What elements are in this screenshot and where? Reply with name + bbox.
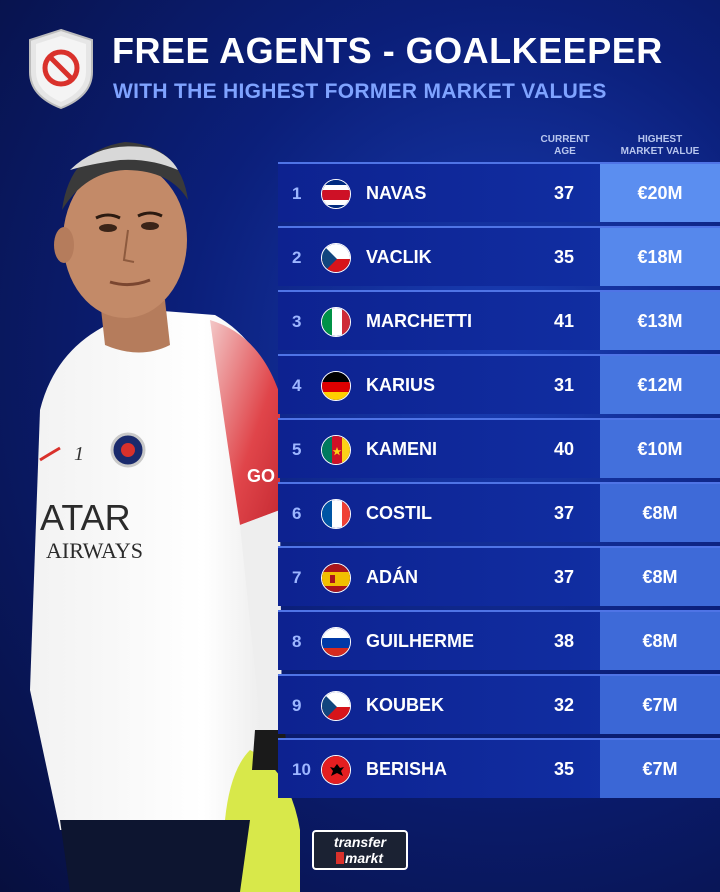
- table-row: 5 KAMENI 40 €10M: [278, 418, 720, 478]
- rank-number: 10: [292, 760, 311, 779]
- player-age: 40: [553, 439, 575, 459]
- current-age-header-line2: AGE: [554, 146, 576, 157]
- player-name: VACLIK: [366, 247, 432, 267]
- current-age-header-line1: CURRENT: [540, 134, 590, 145]
- table-row: 10 BERISHA 35 €7M: [278, 738, 720, 798]
- player-name: KAMENI: [366, 439, 437, 459]
- player-age: 31: [553, 375, 575, 395]
- market-value: €8M: [600, 548, 720, 606]
- market-value: €20M: [600, 164, 720, 222]
- table-row: 8 GUILHERME 38 €8M: [278, 610, 720, 670]
- spain-flag-icon: [321, 563, 351, 593]
- market-value: €12M: [600, 356, 720, 414]
- rank-number: 3: [292, 312, 302, 331]
- market-value: €10M: [600, 420, 720, 478]
- current-age-header: CURRENT AGE: [530, 134, 600, 158]
- market-value: €8M: [600, 612, 720, 670]
- shirt-sponsor-line2: AIRWAYS: [46, 538, 143, 563]
- svg-text:markt: markt: [345, 850, 384, 866]
- market-value: €13M: [600, 292, 720, 350]
- russia-flag-icon: [321, 627, 351, 657]
- market-value: €7M: [600, 740, 720, 798]
- czech-republic-flag-icon: [321, 691, 351, 721]
- market-value: €8M: [600, 484, 720, 542]
- player-age: 38: [553, 631, 575, 651]
- player-name: KARIUS: [366, 375, 436, 395]
- rank-number: 6: [292, 504, 302, 523]
- italy-flag-icon: [321, 307, 351, 337]
- shirt-number: 1: [74, 443, 84, 465]
- market-value: €18M: [600, 228, 720, 286]
- player-name: GUILHERME: [366, 631, 474, 651]
- player-name: COSTIL: [366, 503, 432, 523]
- germany-flag-icon: [321, 371, 351, 401]
- albania-flag-icon: [321, 755, 351, 785]
- market-value-header-line2: MARKET VALUE: [620, 146, 700, 157]
- table-row: 6 COSTIL 37 €8M: [278, 482, 720, 542]
- market-value-header: HIGHEST MARKET VALUE: [612, 134, 708, 158]
- player-name: NAVAS: [366, 183, 427, 203]
- rank-number: 7: [292, 568, 302, 587]
- player-age: 37: [553, 503, 575, 523]
- svg-text:transfer: transfer: [334, 834, 388, 850]
- sleeve-text: GO: [247, 466, 275, 486]
- table-row: 1 NAVAS 37 €20M: [278, 162, 720, 222]
- costa-rica-flag-icon: [321, 179, 351, 209]
- market-value: €7M: [600, 676, 720, 734]
- player-age: 35: [553, 247, 575, 267]
- player-age: 32: [553, 695, 575, 715]
- rank-number: 2: [292, 248, 302, 267]
- player-age: 37: [553, 183, 575, 203]
- player-age: 37: [553, 567, 575, 587]
- rank-number: 8: [292, 632, 302, 651]
- player-name: BERISHA: [366, 759, 448, 779]
- goalkeeper-photo: 1 ATAR AIRWAYS GO: [30, 142, 300, 892]
- czech-republic-flag-icon: [321, 243, 351, 273]
- rank-number: 9: [292, 696, 302, 715]
- market-value-header-line1: HIGHEST: [637, 134, 683, 145]
- transfermarkt-logo: transfer markt: [312, 830, 408, 870]
- player-name: KOUBEK: [366, 695, 445, 715]
- table-row: 7 ADÁN 37 €8M: [278, 546, 720, 606]
- rank-number: 5: [292, 440, 302, 459]
- player-age: 35: [553, 759, 575, 779]
- player-name: ADÁN: [366, 567, 418, 587]
- table-row: 9 KOUBEK 32 €7M: [278, 674, 720, 734]
- rank-number: 1: [292, 184, 302, 203]
- table-row: 3 MARCHETTI 41 €13M: [278, 290, 720, 350]
- page-subtitle: WITH THE HIGHEST FORMER MARKET VALUES: [113, 80, 607, 103]
- player-age: 41: [553, 311, 575, 331]
- player-name: MARCHETTI: [366, 311, 472, 331]
- page-title: FREE AGENTS - GOALKEEPER: [112, 30, 663, 71]
- table-row: 4 KARIUS 31 €12M: [278, 354, 720, 414]
- rank-number: 4: [292, 376, 302, 395]
- france-flag-icon: [321, 499, 351, 529]
- shirt-sponsor-line1: ATAR: [40, 497, 131, 538]
- table-row: 2 VACLIK 35 €18M: [278, 226, 720, 286]
- no-entry-badge-icon: [29, 28, 93, 110]
- cameroon-flag-icon: [321, 435, 351, 465]
